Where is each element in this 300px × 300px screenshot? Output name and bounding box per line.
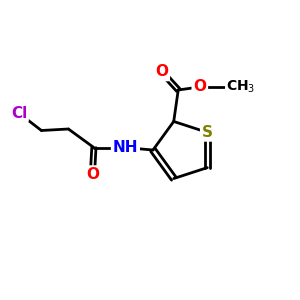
Text: O: O bbox=[155, 64, 168, 80]
Text: CH$_3$: CH$_3$ bbox=[226, 79, 256, 95]
Text: O: O bbox=[86, 167, 99, 182]
Text: NH: NH bbox=[113, 140, 138, 155]
Text: O: O bbox=[193, 80, 206, 94]
Text: S: S bbox=[202, 125, 213, 140]
Text: Cl: Cl bbox=[11, 106, 27, 121]
